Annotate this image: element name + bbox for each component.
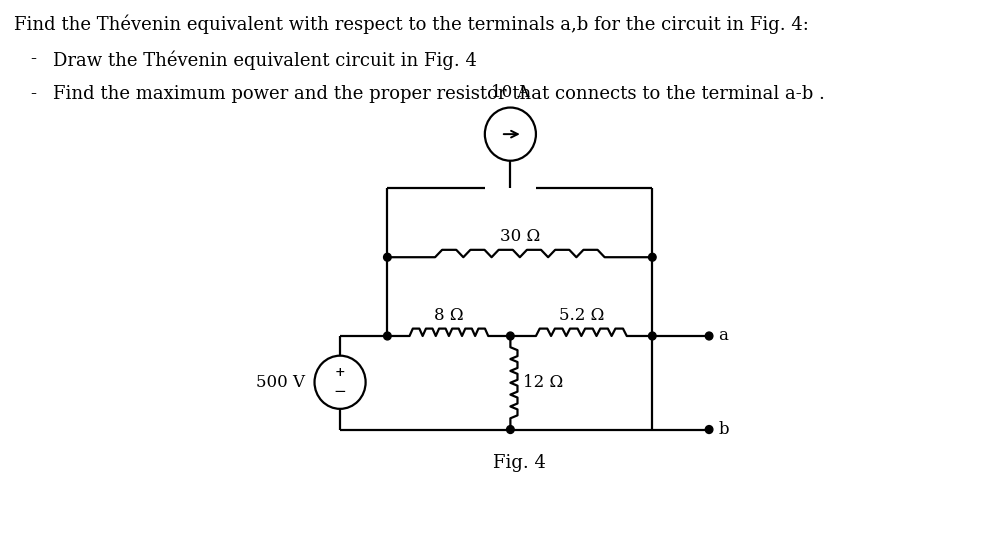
Circle shape — [648, 253, 656, 261]
Text: 12 Ω: 12 Ω — [523, 375, 563, 391]
Circle shape — [507, 425, 514, 434]
Circle shape — [507, 332, 514, 340]
Circle shape — [383, 253, 391, 261]
Text: Fig. 4: Fig. 4 — [493, 454, 546, 472]
Text: 500 V: 500 V — [256, 374, 305, 391]
Text: b: b — [719, 421, 730, 438]
Text: 10 A: 10 A — [491, 83, 530, 101]
Text: Find the Thévenin equivalent with respect to the terminals a,b for the circuit i: Find the Thévenin equivalent with respec… — [14, 14, 809, 34]
Text: 8 Ω: 8 Ω — [434, 307, 463, 324]
Text: Draw the Thévenin equivalent circuit in Fig. 4: Draw the Thévenin equivalent circuit in … — [53, 50, 477, 70]
Circle shape — [648, 332, 656, 340]
Text: +: + — [335, 366, 346, 379]
Text: 5.2 Ω: 5.2 Ω — [558, 307, 604, 324]
Text: -: - — [31, 85, 37, 103]
Text: −: − — [334, 385, 346, 399]
Text: Find the maximum power and the proper resistor that connects to the terminal a-b: Find the maximum power and the proper re… — [53, 85, 826, 103]
Text: -: - — [31, 50, 37, 68]
Circle shape — [705, 425, 713, 434]
Circle shape — [383, 332, 391, 340]
Circle shape — [705, 332, 713, 340]
Text: 30 Ω: 30 Ω — [500, 228, 540, 246]
Text: a: a — [719, 327, 729, 345]
